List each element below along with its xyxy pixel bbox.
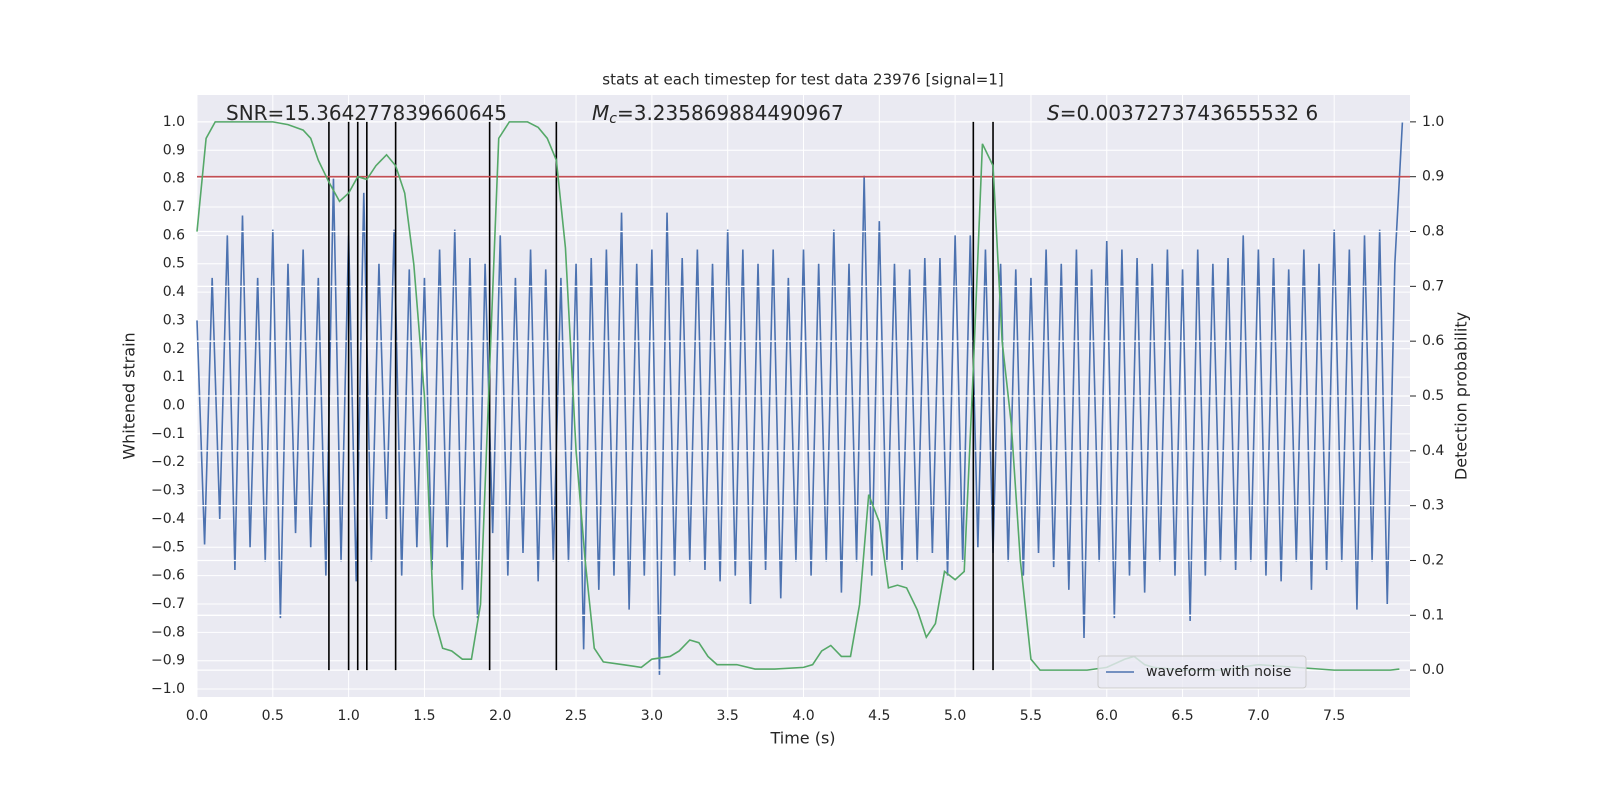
- x-tick-label: 7.0: [1247, 708, 1269, 724]
- y2-tick-label: 0.4: [1422, 443, 1444, 459]
- y-tick-label: 0.8: [163, 171, 185, 187]
- x-tick-label: 1.5: [413, 708, 435, 724]
- x-tick-label: 7.5: [1323, 708, 1345, 724]
- y-tick-label: 0.2: [163, 341, 185, 357]
- x-tick-label: 2.0: [489, 708, 511, 724]
- y-tick-label: 0.9: [163, 142, 185, 158]
- y-axis-label: Whitened strain: [120, 332, 139, 459]
- x-tick-label: 4.5: [868, 708, 890, 724]
- y-tick-label: −0.3: [151, 483, 185, 499]
- y-tick-label: 0.0: [163, 397, 185, 413]
- x-tick-label: 6.5: [1171, 708, 1193, 724]
- legend-label: waveform with noise: [1146, 664, 1291, 680]
- left-layer: [196, 95, 1410, 697]
- y-tick-label: 0.7: [163, 199, 185, 215]
- y2-tick-label: 0.1: [1422, 607, 1444, 623]
- y2-tick-label: 1.0: [1422, 114, 1444, 130]
- chart-title: stats at each timestep for test data 239…: [602, 71, 1003, 89]
- x-tick-label: 0.5: [262, 708, 284, 724]
- annotation: S=0.0037273743655532 6: [1047, 101, 1318, 125]
- x-tick-label: 1.0: [337, 708, 359, 724]
- y-tick-label: −0.7: [151, 596, 185, 612]
- y-tick-label: −0.6: [151, 568, 185, 584]
- y-tick-label: −1.0: [151, 681, 185, 697]
- x-tick-label: 6.0: [1096, 708, 1118, 724]
- annotation: Mc=3.235869884490967: [592, 101, 844, 128]
- y-tick-label: −0.4: [151, 511, 185, 527]
- annotation-symbol: S: [1047, 101, 1060, 125]
- x-tick-label: 0.0: [186, 708, 208, 724]
- y2-tick-label: 0.6: [1422, 333, 1444, 349]
- y-tick-label: −0.1: [151, 426, 185, 442]
- x-tick-label: 2.5: [565, 708, 587, 724]
- annotation-text: =0.0037273743655532 6: [1060, 101, 1319, 125]
- y-tick-label: 0.1: [163, 369, 185, 385]
- data-line: [196, 121, 1400, 671]
- x-tick-label: 5.0: [944, 708, 966, 724]
- y2-tick-label: 0.3: [1422, 498, 1444, 514]
- legend: waveform with noise: [1097, 655, 1307, 689]
- x-tick-label: 3.0: [641, 708, 663, 724]
- y2-tick-label: 0.5: [1422, 388, 1444, 404]
- x-axis-label: Time (s): [769, 729, 835, 748]
- annotation-text: =3.235869884490967: [617, 101, 844, 125]
- y-tick-label: 0.4: [163, 284, 185, 300]
- annotation: SNR=15.364277839660645: [226, 101, 507, 125]
- y-tick-label: −0.2: [151, 454, 185, 470]
- y-tick-label: 0.6: [163, 227, 185, 243]
- y2-axis-label: Detection probability: [1452, 312, 1471, 480]
- y-tick-label: 1.0: [163, 114, 185, 130]
- right-layer: [196, 121, 1410, 671]
- annotation-symbol: M: [592, 101, 609, 125]
- annotations: SNR=15.364277839660645 Mc=3.2358698844909…: [226, 101, 1318, 128]
- x-tick-label: 5.5: [1020, 708, 1042, 724]
- y-tick-label: −0.5: [151, 539, 185, 555]
- x-tick-label: 4.0: [792, 708, 814, 724]
- data-line: [196, 121, 1404, 675]
- y2-tick-label: 0.0: [1422, 662, 1444, 678]
- y-tick-label: 0.5: [163, 256, 185, 272]
- annotation-subscript: c: [609, 111, 617, 127]
- annotation-text: SNR=15.364277839660645: [226, 101, 507, 125]
- x-tick-label: 3.5: [717, 708, 739, 724]
- y2-tick-label: 0.8: [1422, 224, 1444, 240]
- y-tick-label: −0.9: [151, 653, 185, 669]
- legend-box: [1097, 655, 1307, 689]
- y-tick-label: −0.8: [151, 624, 185, 640]
- y-tick-label: 0.3: [163, 312, 185, 328]
- y2-tick-label: 0.7: [1422, 278, 1444, 294]
- y2-tick-label: 0.2: [1422, 552, 1444, 568]
- y2-tick-label: 0.9: [1422, 169, 1444, 185]
